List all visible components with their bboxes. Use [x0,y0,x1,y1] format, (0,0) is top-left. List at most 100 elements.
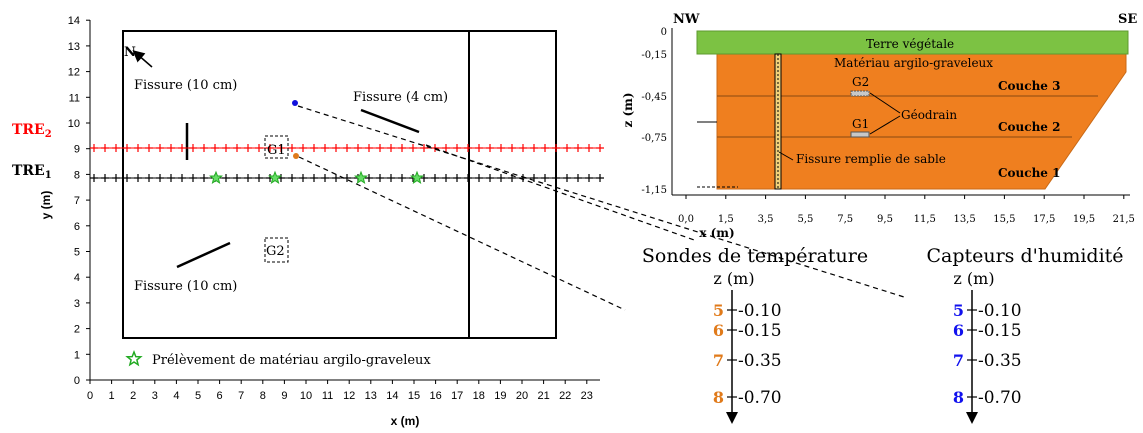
plan-y-axis-label: y (m) [39,191,53,220]
plan-x-tick-label: 23 [581,390,593,402]
electrode-cross-icon [189,174,197,182]
electrode-cross-icon [563,174,571,182]
electrode-cross-icon [420,144,428,152]
plan-x-tick-label: 12 [343,390,355,402]
temperature-probe-panel: Sondes de température z (m) 5 -0.10 6 -0.15… [642,245,868,424]
g1-geodrain-box [264,135,289,159]
electrode-cross-icon [332,174,340,182]
plan-x-tick-label: 17 [451,390,463,402]
orange-sensor-dot [293,153,299,159]
section-x-tick-label: 21,5 [1113,214,1135,225]
electrode-cross-icon [343,144,351,152]
electrode-cross-icon [574,174,582,182]
electrode-cross-icon [321,174,329,182]
probe-number: 5 [953,301,964,320]
plan-x-tick-label: 15 [408,390,420,402]
electrode-cross-icon [552,144,560,152]
electrode-cross-icon [156,174,164,182]
electrode-cross-icon [453,174,461,182]
section-x-tick-label: 3,5 [758,214,774,225]
electrode-cross-icon [123,174,131,182]
plan-site-boundary [122,30,557,339]
plan-x-tick-label: 0 [87,390,93,402]
electrode-cross-icon [497,174,505,182]
fissure-sable-leader [778,151,794,161]
section-x-tick-label: 9,5 [877,214,893,225]
tre2-electrodes [90,144,604,152]
electrode-cross-icon [244,144,252,152]
electrode-cross-icon [420,174,428,182]
electrode-cross-icon [585,174,593,182]
section-x-tick-label: 19,5 [1073,214,1095,225]
section-z-tick-label: -0,75 [641,133,667,144]
fissure-bottom-line [176,241,231,269]
probe-depth-label: -0.10 [978,301,1022,321]
electrode-cross-icon [464,144,472,152]
plan-y-tick-label: 12 [68,67,80,79]
electrode-cross-icon [585,144,593,152]
plan-y-tick-label: 8 [74,169,80,181]
plan-x-tick-label: 3 [152,390,158,402]
electrode-cross-icon [277,144,285,152]
tre2-label: TRE2 [12,122,52,140]
north-arrow-icon [132,50,153,68]
fissure-sable-label: Fissure remplie de sable [796,152,946,166]
electrode-cross-icon [222,144,230,152]
nw-label: NW [673,12,700,27]
electrode-cross-icon [134,174,142,182]
humidity-sensor-panel: Capteurs d'humidité z (m) 5 -0.10 6 -0.15 7-… [926,245,1124,424]
plan-x-tick-label: 19 [494,390,506,402]
electrode-cross-icon [398,144,406,152]
electrode-cross-icon [101,144,109,152]
plan-y-tick-label: 3 [74,298,80,310]
g2-label: G2 [266,244,285,259]
electrode-cross-icon [222,174,230,182]
plan-x-tick-label: 10 [300,390,312,402]
plan-x-tick-label: 5 [195,390,201,402]
sample-star-icon [354,170,368,185]
legend-label: Prélèvement de matériau argilo-graveleux [152,353,431,368]
connector-orange-to-sondes [298,156,626,311]
section-z-tick-label: -1,15 [641,185,667,196]
plan-view: 0 1 2 3 4 5 6 7 8 9 10 11 12 13 14 15 16 17 18 19 20 21 22 23 0… [12,15,604,428]
electrode-cross-icon [310,144,318,152]
plan-y-tick-label: 4 [74,272,80,284]
plan-y-tick-label: 10 [68,118,80,130]
plan-x-tick-label: 14 [386,390,398,402]
probe-depth-label: -0.70 [978,388,1022,408]
electrode-cross-icon [123,144,131,152]
section-x-tick-label: 7,5 [837,214,853,225]
electrode-cross-icon [530,144,538,152]
plan-x-axis-label: x (m) [391,414,420,428]
section-x-ticks: 0,0 1,5 3,5 5,5 7,5 9,5 11,5 13,5 15,5 17,5 19,5 21… [678,195,1135,225]
electrode-cross-icon [299,174,307,182]
terre-vegetale-label: Terre végétale [866,37,954,51]
electrode-cross-icon [266,144,274,152]
sample-markers [209,170,424,185]
electrode-cross-icon [376,144,384,152]
electrode-cross-icon [365,174,373,182]
section-z-axis-label: z (m) [621,92,635,127]
electrode-cross-icon [431,174,439,182]
electrode-cross-icon [519,144,527,152]
section-g2-label: G2 [852,75,869,89]
materiau-label: Matériau argilo-graveleux [834,56,993,70]
plan-x-tick-label: 20 [516,390,528,402]
topsoil-layer [696,30,1129,55]
cross-section: NW SE Terre végétale Matériau argilo-gra… [621,12,1137,240]
electrode-cross-icon [233,174,241,182]
g2-geodrain-box [264,237,289,263]
capteurs-items: 5 -0.10 6 -0.15 7 -0.35 8 -0.70 [953,301,1022,408]
section-x-tick-label: 1,5 [718,214,734,225]
electrode-cross-icon [178,144,186,152]
electrode-cross-icon [453,144,461,152]
electrode-cross-icon [167,174,175,182]
plan-x-tick-label: 4 [173,390,179,402]
plan-y-tick-label: 7 [74,195,80,207]
plan-y-tick-label: 2 [74,324,80,336]
g1-label: G1 [267,143,286,158]
plan-y-tick-label: 14 [68,15,80,27]
couche-2-label: Couche 2 [998,120,1060,134]
plan-y-tick-label: 0 [74,375,80,387]
couche-1-label: Couche 1 [998,166,1060,180]
